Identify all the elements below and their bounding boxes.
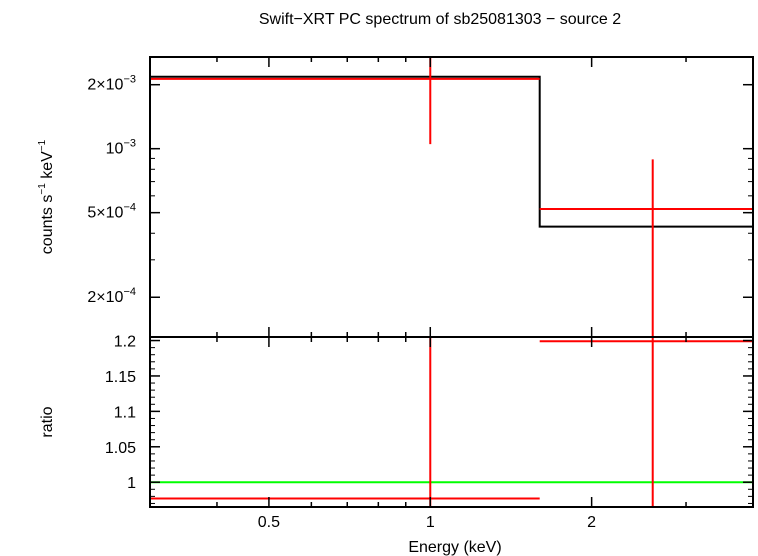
ratio-y-tick-label: 1.15 <box>105 369 136 386</box>
model-step-line <box>150 75 753 228</box>
ratio-frame <box>149 336 754 508</box>
tick-mantissa: 2×10 <box>87 77 123 94</box>
spectrum-y-tick-labels: 2×10−310−35×10−42×10−4 <box>87 74 136 307</box>
x-axis-label: Energy (keV) <box>408 539 501 556</box>
y-label-exp2: −1 <box>37 139 48 151</box>
ratio-y-tick-label: 1.2 <box>114 334 136 351</box>
spectrum-marks <box>150 57 753 337</box>
y-label-main: counts s <box>39 195 56 255</box>
spectrum-y-tick-label: 2×10−3 <box>87 74 136 94</box>
ratio-y-axis-label: ratio <box>39 406 56 437</box>
ratio-y-tick-label: 1.05 <box>105 440 136 457</box>
ratio-x-tick-labels: 0.5 1 2 <box>258 514 596 531</box>
ratio-y-tick-label: 1 <box>127 475 136 492</box>
tick-mantissa: 5×10 <box>87 205 123 222</box>
spectrum-y-tick-label: 2×10−4 <box>87 286 136 306</box>
y-label-exp1: −1 <box>37 183 48 195</box>
ratio-panel: 1.2 1.15 1.1 1.05 1 0.5 1 2 ratio Energy (keV) <box>39 334 754 556</box>
tick-exponent: −3 <box>123 138 136 150</box>
spectrum-y-axis-label: counts s−1 keV−1 <box>37 139 56 254</box>
chart-title: Swift−XRT PC spectrum of sb25081303 − so… <box>259 11 621 28</box>
tick-exponent: −4 <box>123 286 136 298</box>
ratio-x-tick-label: 2 <box>587 514 596 531</box>
ratio-y-tick-label: 1.1 <box>114 404 136 421</box>
tick-exponent: −3 <box>123 74 136 86</box>
tick-mantissa: 10 <box>106 141 124 158</box>
tick-exponent: −4 <box>123 202 136 214</box>
ratio-marks <box>150 337 753 507</box>
ratio-x-tick-label: 0.5 <box>258 514 280 531</box>
spectrum-y-tick-label: 10−3 <box>106 138 136 158</box>
ratio-y-tick-labels: 1.2 1.15 1.1 1.05 1 <box>105 334 136 493</box>
y-label-mid: keV <box>39 151 56 183</box>
spectrum-y-tick-label: 5×10−4 <box>87 202 136 222</box>
ratio-x-tick-label: 1 <box>426 514 435 531</box>
tick-mantissa: 2×10 <box>87 289 123 306</box>
